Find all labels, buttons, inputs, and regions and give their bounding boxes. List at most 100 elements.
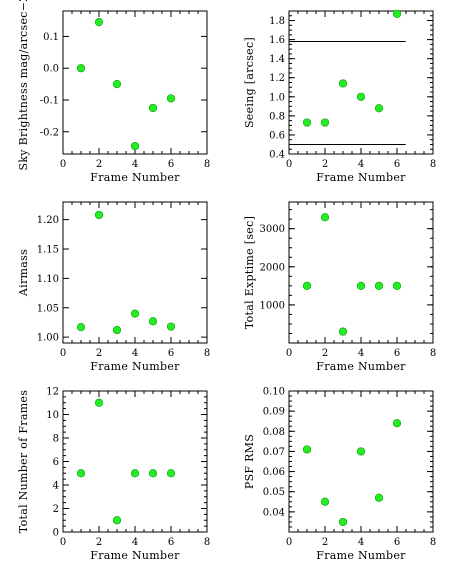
data-point bbox=[148, 469, 158, 478]
y-axis-label: PSF RMS bbox=[243, 434, 256, 489]
x-tick-label: 4 bbox=[132, 159, 138, 170]
y-tick-label: 1.15 bbox=[37, 245, 59, 256]
y-tick-label: 1.0 bbox=[269, 92, 285, 103]
y-tick-label: 6 bbox=[53, 457, 59, 468]
data-point bbox=[374, 281, 384, 290]
data-point bbox=[392, 419, 402, 428]
y-axis-label: Seeing [arcsec] bbox=[243, 37, 256, 128]
x-tick-label: 4 bbox=[358, 348, 364, 359]
data-point bbox=[338, 327, 348, 336]
data-point bbox=[112, 516, 122, 525]
data-point bbox=[338, 79, 348, 88]
data-point bbox=[76, 469, 86, 478]
y-tick-label: 1.20 bbox=[37, 215, 59, 226]
data-point bbox=[94, 210, 104, 220]
y-tick-label: 0.6 bbox=[269, 130, 285, 141]
data-point bbox=[302, 445, 312, 454]
y-tick-label: 1.6 bbox=[269, 35, 285, 46]
y-tick-label: 0.09 bbox=[263, 407, 285, 418]
x-tick-label: 6 bbox=[394, 537, 400, 548]
data-point bbox=[166, 322, 176, 331]
plot-frame bbox=[62, 10, 208, 155]
y-tick-label: 0.08 bbox=[263, 427, 285, 438]
data-point bbox=[392, 9, 402, 18]
chart-panel-3: 0 2 4 6 8 1.00 1.05 1.10 1.15 1.20 Frame Number Air… bbox=[17, 201, 210, 373]
y-tick-label: 0.07 bbox=[263, 447, 285, 458]
x-tick-label: 4 bbox=[132, 537, 138, 548]
y-tick-label: -0.1 bbox=[40, 95, 59, 106]
x-axis-label: Frame Number bbox=[90, 171, 180, 184]
data-point bbox=[112, 325, 122, 335]
x-tick-label: 8 bbox=[204, 537, 210, 548]
x-axis-label: Frame Number bbox=[316, 360, 406, 373]
x-tick-label: 6 bbox=[168, 159, 174, 170]
x-tick-label: 2 bbox=[96, 348, 102, 359]
x-tick-label: 4 bbox=[358, 537, 364, 548]
y-tick-label: 10 bbox=[46, 410, 59, 421]
y-tick-label: 12 bbox=[46, 387, 59, 398]
data-point bbox=[130, 141, 140, 151]
y-tick-label: -0.2 bbox=[40, 127, 59, 138]
data-point bbox=[166, 94, 176, 103]
data-point bbox=[130, 309, 140, 318]
x-tick-label: 2 bbox=[322, 159, 328, 170]
y-tick-label: 1.05 bbox=[37, 303, 59, 314]
chart-panel-2: 0 2 4 6 8 0.4 0.6 0.8 1.0 1.2 1.4 1.6 1.8 Frame Numbe… bbox=[243, 9, 436, 184]
y-tick-label: 1.8 bbox=[269, 16, 285, 27]
data-point bbox=[320, 213, 330, 222]
y-axis-label: Airmass bbox=[17, 249, 30, 297]
y-tick-label: 1000 bbox=[260, 300, 285, 311]
x-tick-label: 8 bbox=[430, 159, 436, 170]
x-tick-label: 6 bbox=[168, 348, 174, 359]
y-tick-label: 0.0 bbox=[43, 64, 59, 75]
chart-panel-1: 0 2 4 6 8 -0.2 -0.1 0.0 0.1 Frame Number Sky Brigh… bbox=[17, 0, 210, 184]
data-point bbox=[302, 281, 312, 290]
plot-frame bbox=[288, 10, 434, 155]
x-tick-label: 0 bbox=[60, 159, 66, 170]
x-tick-label: 2 bbox=[322, 537, 328, 548]
data-point bbox=[112, 79, 122, 89]
x-tick-label: 0 bbox=[286, 348, 292, 359]
x-axis-label: Frame Number bbox=[316, 549, 406, 562]
chart-panel-4: 0 2 4 6 8 1000 2000 3000 Frame Number Total Expti… bbox=[243, 201, 436, 373]
y-tick-label: 0.4 bbox=[269, 150, 285, 161]
x-tick-label: 0 bbox=[60, 537, 66, 548]
x-axis-label: Frame Number bbox=[90, 360, 180, 373]
x-tick-label: 0 bbox=[286, 537, 292, 548]
x-tick-label: 8 bbox=[204, 348, 210, 359]
data-point bbox=[148, 317, 158, 326]
y-tick-label: 1.00 bbox=[37, 333, 59, 344]
data-point bbox=[76, 323, 86, 332]
y-tick-label: 2000 bbox=[260, 262, 285, 273]
y-tick-label: 0.06 bbox=[263, 467, 285, 478]
x-tick-label: 0 bbox=[286, 159, 292, 170]
x-tick-label: 6 bbox=[394, 348, 400, 359]
x-axis-label: Frame Number bbox=[316, 171, 406, 184]
y-tick-label: 0.1 bbox=[43, 32, 59, 43]
data-point bbox=[302, 118, 312, 127]
data-point bbox=[130, 469, 140, 478]
y-tick-label: 1.10 bbox=[37, 274, 59, 285]
x-tick-label: 6 bbox=[394, 159, 400, 170]
plot-frame bbox=[288, 390, 434, 533]
x-tick-label: 0 bbox=[60, 348, 66, 359]
data-point bbox=[76, 64, 86, 73]
x-tick-label: 2 bbox=[96, 537, 102, 548]
x-tick-label: 8 bbox=[430, 537, 436, 548]
y-tick-label: 1.4 bbox=[269, 54, 285, 65]
data-point bbox=[356, 92, 366, 101]
chart-panel-6: 0 2 4 6 8 0.04 0.05 0.06 0.07 0.08 0.09 0.10 Frame N… bbox=[243, 387, 436, 563]
x-tick-label: 2 bbox=[322, 348, 328, 359]
y-tick-label: 2 bbox=[53, 504, 59, 515]
x-tick-label: 4 bbox=[358, 159, 364, 170]
y-tick-label: 4 bbox=[53, 481, 59, 492]
data-point bbox=[374, 493, 384, 502]
data-point bbox=[320, 497, 330, 506]
data-point bbox=[94, 398, 104, 407]
data-point bbox=[374, 104, 384, 113]
data-point bbox=[148, 103, 158, 113]
data-point bbox=[356, 447, 366, 456]
data-point bbox=[392, 281, 402, 290]
y-tick-label: 1.2 bbox=[269, 73, 285, 84]
